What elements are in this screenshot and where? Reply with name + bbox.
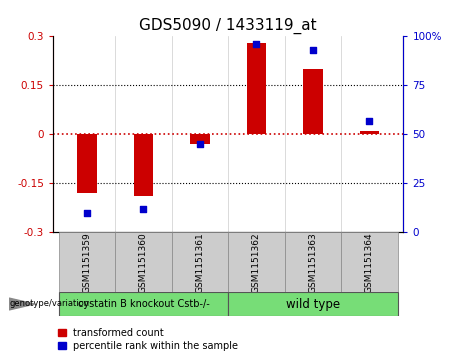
Text: GSM1151360: GSM1151360 — [139, 232, 148, 293]
Text: wild type: wild type — [286, 298, 340, 310]
Text: GSM1151362: GSM1151362 — [252, 232, 261, 293]
Bar — [228, 292, 398, 316]
Bar — [303, 69, 323, 134]
Bar — [360, 131, 379, 134]
Polygon shape — [9, 298, 35, 310]
Bar — [59, 232, 115, 292]
Legend: transformed count, percentile rank within the sample: transformed count, percentile rank withi… — [58, 328, 238, 351]
Bar — [134, 134, 154, 196]
Bar — [59, 292, 228, 316]
Text: cystatin B knockout Cstb-/-: cystatin B knockout Cstb-/- — [77, 299, 209, 309]
Bar — [190, 134, 210, 144]
Text: GSM1151364: GSM1151364 — [365, 232, 374, 293]
Bar — [171, 232, 228, 292]
Point — [83, 210, 91, 216]
Text: GSM1151363: GSM1151363 — [308, 232, 318, 293]
Bar — [77, 134, 97, 193]
Point — [140, 206, 147, 212]
Bar — [341, 232, 398, 292]
Point — [309, 47, 317, 53]
Text: GSM1151361: GSM1151361 — [195, 232, 204, 293]
Bar — [115, 232, 171, 292]
Point — [196, 141, 204, 147]
Bar — [285, 232, 341, 292]
Text: GSM1151359: GSM1151359 — [83, 232, 91, 293]
Point — [253, 41, 260, 47]
Text: genotype/variation: genotype/variation — [9, 299, 89, 308]
Bar — [247, 43, 266, 134]
Title: GDS5090 / 1433119_at: GDS5090 / 1433119_at — [139, 17, 317, 33]
Bar — [228, 232, 285, 292]
Point — [366, 118, 373, 123]
